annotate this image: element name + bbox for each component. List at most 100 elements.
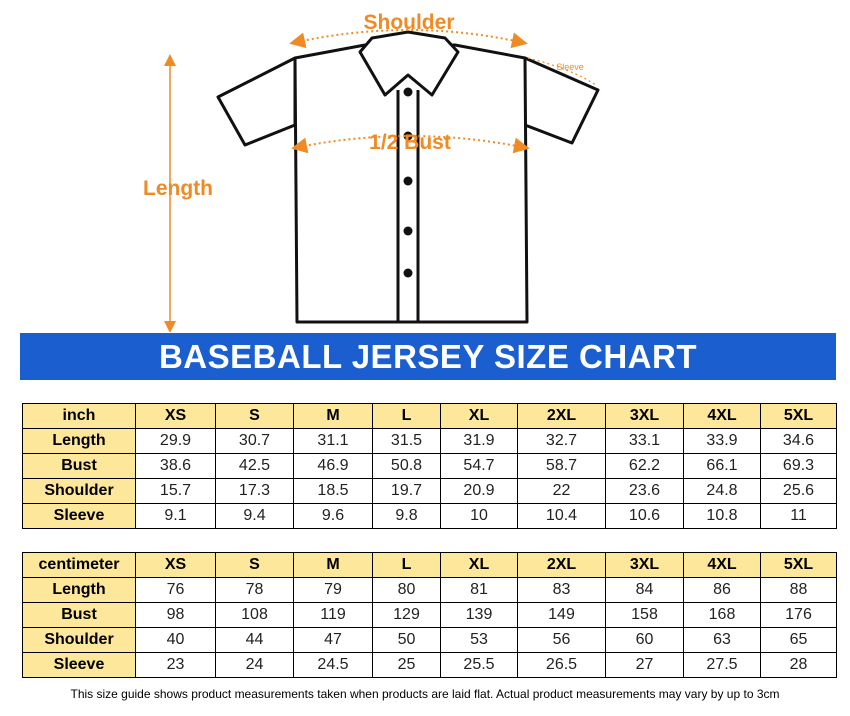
header-cell: 2XL: [517, 552, 606, 578]
cell: 10.6: [605, 503, 684, 529]
length-label: Length: [143, 177, 213, 200]
cell: 81: [440, 577, 518, 603]
row-label: Shoulder: [22, 478, 136, 504]
header-cell: L: [372, 403, 441, 429]
cell: 9.8: [372, 503, 441, 529]
cell: 9.1: [135, 503, 216, 529]
cell: 78: [215, 577, 294, 603]
cell: 18.5: [293, 478, 373, 504]
cell: 11: [760, 503, 837, 529]
header-cell: centimeter: [22, 552, 136, 578]
cell: 40: [135, 627, 216, 653]
cell: 29.9: [135, 428, 216, 454]
header-cell: XL: [440, 403, 518, 429]
header-cell: M: [293, 403, 373, 429]
cell: 50: [372, 627, 441, 653]
table-row: Sleeve 23 24 24.5 25 25.5 26.5 27 27.5 28: [22, 652, 837, 678]
header-cell: 4XL: [683, 552, 761, 578]
header-cell: 2XL: [517, 403, 606, 429]
row-label: Bust: [22, 602, 136, 628]
header-cell: inch: [22, 403, 136, 429]
cell: 80: [372, 577, 441, 603]
row-label: Length: [22, 428, 136, 454]
cell: 25: [372, 652, 441, 678]
cell: 50.8: [372, 453, 441, 479]
cell: 42.5: [215, 453, 294, 479]
cell: 46.9: [293, 453, 373, 479]
cell: 54.7: [440, 453, 518, 479]
row-label: Length: [22, 577, 136, 603]
cell: 25.5: [440, 652, 518, 678]
cell: 10.4: [517, 503, 606, 529]
cell: 129: [372, 602, 441, 628]
cell: 30.7: [215, 428, 294, 454]
table-row: Length 29.9 30.7 31.1 31.5 31.9 32.7 33.1 33.9 34…: [22, 428, 837, 454]
shirt-diagram: Shoulder Sleeve 1/2 Bust Length: [143, 11, 600, 332]
cell: 27: [605, 652, 684, 678]
row-label: Sleeve: [22, 503, 136, 529]
cell: 24.5: [293, 652, 373, 678]
cell: 69.3: [760, 453, 837, 479]
cell: 44: [215, 627, 294, 653]
cell: 47: [293, 627, 373, 653]
header-cell: XL: [440, 552, 518, 578]
cell: 34.6: [760, 428, 837, 454]
cell: 62.2: [605, 453, 684, 479]
cell: 23: [135, 652, 216, 678]
cell: 83: [517, 577, 606, 603]
cell: 168: [683, 602, 761, 628]
header-cell: 3XL: [605, 403, 684, 429]
cell: 25.6: [760, 478, 837, 504]
cell: 176: [760, 602, 837, 628]
header-row: inch XS S M L XL 2XL 3XL 4XL 5XL: [22, 403, 837, 429]
header-cell: L: [372, 552, 441, 578]
cell: 23.6: [605, 478, 684, 504]
header-cell: 5XL: [760, 552, 837, 578]
cell: 20.9: [440, 478, 518, 504]
cell: 33.9: [683, 428, 761, 454]
header-cell: 5XL: [760, 403, 837, 429]
cell: 32.7: [517, 428, 606, 454]
cell: 24.8: [683, 478, 761, 504]
cell: 65: [760, 627, 837, 653]
cell: 31.5: [372, 428, 441, 454]
header-row: centimeter XS S M L XL 2XL 3XL 4XL 5XL: [22, 552, 837, 578]
cell: 84: [605, 577, 684, 603]
cell: 53: [440, 627, 518, 653]
table-row: Length 76 78 79 80 81 83 84 86 88: [22, 577, 837, 603]
table-row: Shoulder 15.7 17.3 18.5 19.7 20.9 22 23.6 24.8 25…: [22, 478, 837, 504]
header-cell: M: [293, 552, 373, 578]
cell: 10: [440, 503, 518, 529]
buttons: [403, 87, 413, 278]
header-cell: XS: [135, 552, 216, 578]
cell: 76: [135, 577, 216, 603]
cell: 38.6: [135, 453, 216, 479]
title-banner: BASEBALL JERSEY SIZE CHART: [20, 333, 836, 380]
cell: 56: [517, 627, 606, 653]
cell: 149: [517, 602, 606, 628]
cell: 98: [135, 602, 216, 628]
cell: 58.7: [517, 453, 606, 479]
cell: 158: [605, 602, 684, 628]
cell: 119: [293, 602, 373, 628]
cell: 31.1: [293, 428, 373, 454]
cell: 17.3: [215, 478, 294, 504]
cell: 33.1: [605, 428, 684, 454]
cell: 86: [683, 577, 761, 603]
cell: 63: [683, 627, 761, 653]
table-row: Sleeve 9.1 9.4 9.6 9.8 10 10.4 10.6 10.8 11: [22, 503, 837, 529]
cell: 26.5: [517, 652, 606, 678]
header-cell: 3XL: [605, 552, 684, 578]
row-label: Sleeve: [22, 652, 136, 678]
cell: 22: [517, 478, 606, 504]
footnote: This size guide shows product measuremen…: [70, 687, 780, 701]
cell: 88: [760, 577, 837, 603]
cell: 15.7: [135, 478, 216, 504]
cell: 24: [215, 652, 294, 678]
cell: 9.4: [215, 503, 294, 529]
cell: 108: [215, 602, 294, 628]
header-cell: S: [215, 552, 294, 578]
size-table: inch XS S M L XL 2XL 3XL 4XL 5XL Length 29.9 30.7 31.…: [22, 403, 837, 529]
cell: 28: [760, 652, 837, 678]
